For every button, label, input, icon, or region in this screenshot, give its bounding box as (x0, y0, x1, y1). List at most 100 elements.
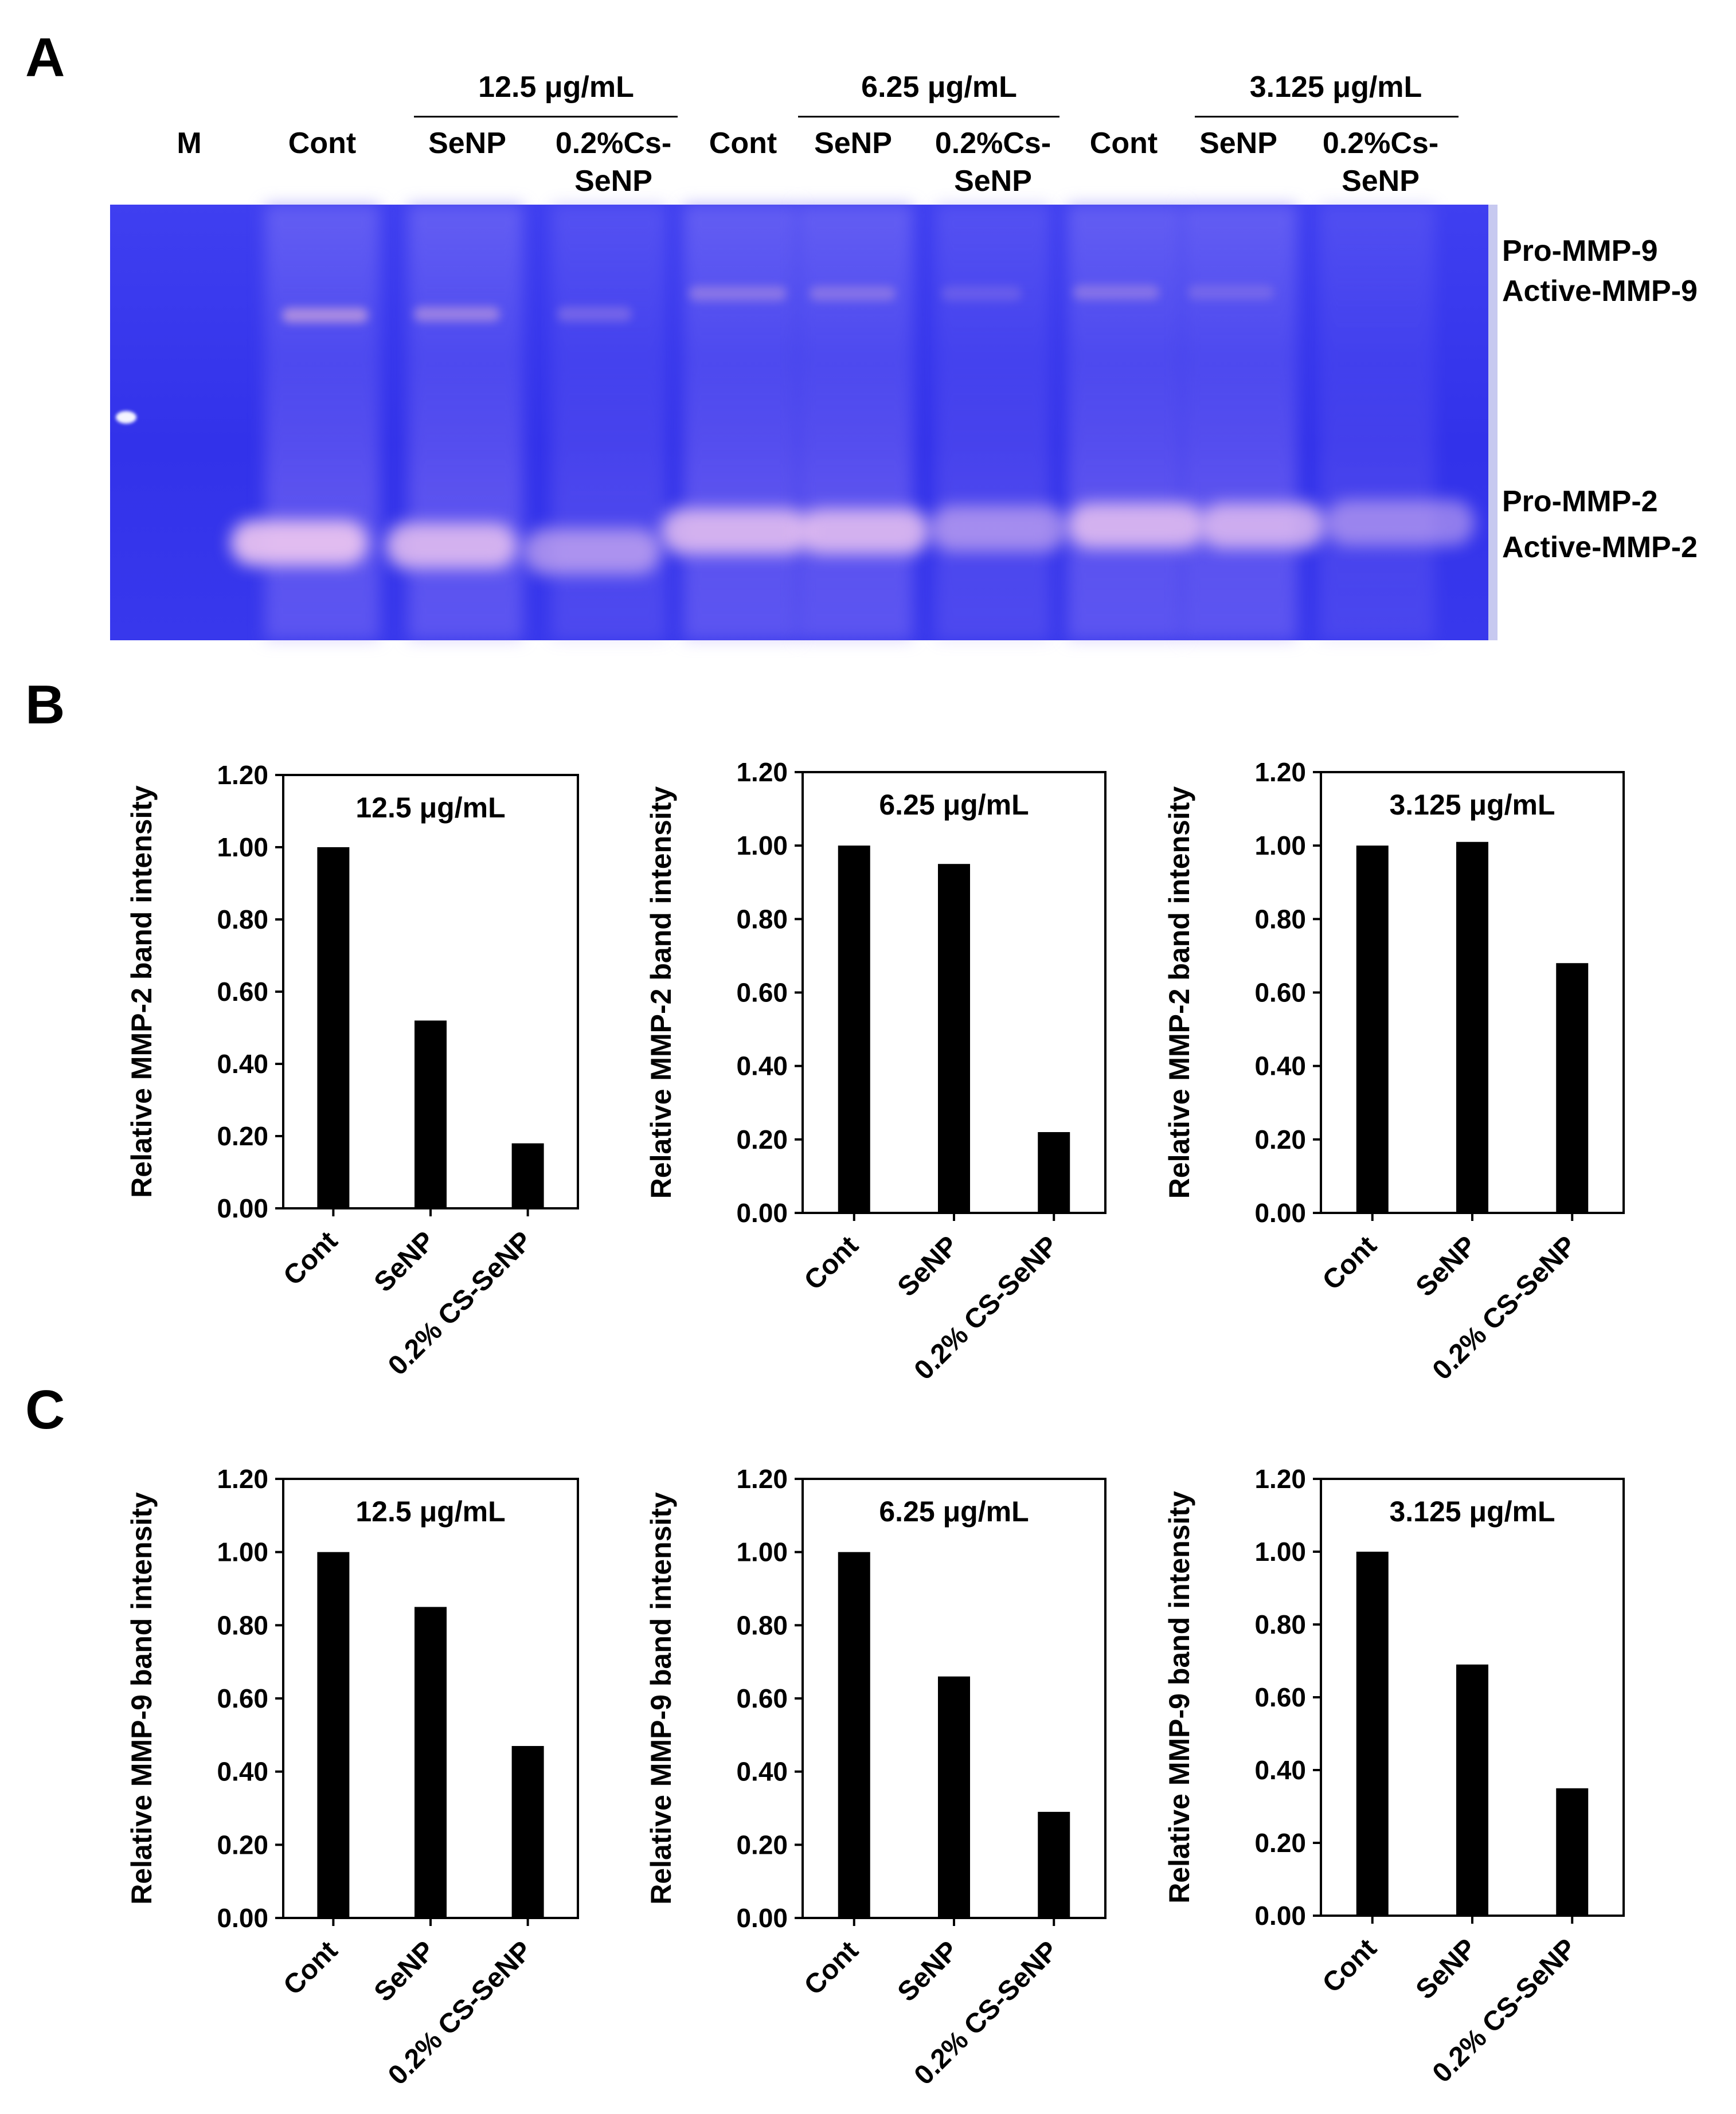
gel-band-mmp2 (1068, 503, 1205, 549)
panel-label-b: B (25, 674, 65, 735)
y-tick-label: 0.20 (736, 1830, 788, 1859)
y-tick-label: 0.00 (1254, 1198, 1306, 1228)
y-tick-label: 0.60 (736, 1684, 788, 1713)
y-tick-label: 0.60 (217, 977, 268, 1007)
x-tick-label: SeNP (892, 1935, 964, 2007)
y-tick-label: 0.00 (736, 1903, 788, 1933)
bar-cont (317, 1552, 350, 1918)
gel-lane (265, 205, 380, 640)
y-tick-label: 1.00 (1254, 831, 1306, 860)
gel-band-mmp9 (941, 286, 1022, 301)
y-tick-label: 0.00 (217, 1903, 268, 1933)
y-tick-label: 0.20 (217, 1830, 268, 1859)
bar-senp (938, 864, 970, 1213)
chart-title: 3.125 μg/mL (1389, 1496, 1555, 1528)
y-tick-label: 0.80 (217, 1610, 268, 1640)
y-tick-label: 0.40 (1254, 1755, 1306, 1785)
x-tick-label: SeNP (892, 1230, 964, 1302)
lane-label-senp: SeNP (814, 127, 892, 160)
y-tick-label: 0.00 (1254, 1901, 1306, 1931)
panel-label-c: C (25, 1379, 65, 1440)
y-tick-label: 0.40 (1254, 1051, 1306, 1081)
gel-artifact-spot (116, 411, 136, 424)
bar-senp (1456, 1664, 1488, 1916)
y-tick-label: 0.80 (736, 1610, 788, 1640)
bar-senp (1456, 841, 1488, 1213)
bar-senp (415, 1020, 447, 1208)
lane-label-cont: Cont (1089, 127, 1158, 160)
lane-label-cs-line1: 0.2%Cs- (555, 127, 672, 160)
y-tick-label: 1.20 (1254, 757, 1306, 787)
x-tick-label: Cont (1317, 1933, 1383, 1999)
x-tick-label: SeNP (369, 1226, 441, 1298)
gel-band-mmp2 (230, 520, 368, 566)
band-label-active-mmp2: Active-MMP-2 (1502, 531, 1698, 564)
x-tick-label: SeNP (1410, 1230, 1483, 1302)
x-tick-label: Cont (799, 1230, 865, 1296)
gel-band-mmp2 (385, 523, 517, 569)
zymography-gel-image (110, 205, 1498, 640)
y-tick-label: 0.80 (736, 904, 788, 934)
band-label-active-mmp9: Active-MMP-9 (1502, 275, 1698, 308)
x-tick-label: SeNP (369, 1935, 441, 2007)
x-tick-label: Cont (277, 1226, 343, 1291)
bar-0-2-cs-senp (1038, 1811, 1070, 1918)
y-tick-label: 1.20 (736, 757, 788, 787)
gel-band-mmp2 (1326, 500, 1475, 546)
lane-label-marker: M (177, 127, 202, 160)
y-tick-label: 0.20 (217, 1121, 268, 1151)
gel-band-mmp9 (557, 307, 632, 322)
gel-band-mmp2 (930, 506, 1068, 551)
gel-lane (1320, 205, 1434, 640)
y-axis-label: Relative MMP-9 band intensity (126, 1492, 158, 1905)
gel-lane (936, 205, 1050, 640)
gel-band-mmp2 (798, 508, 930, 554)
band-label-pro-mmp9: Pro-MMP-9 (1502, 234, 1658, 268)
y-axis-label: Relative MMP-2 band intensity (645, 786, 677, 1199)
lane-label-cs-line2: SeNP (1342, 165, 1420, 198)
y-tick-label: 0.20 (736, 1125, 788, 1154)
y-tick-label: 0.40 (217, 1757, 268, 1787)
lane-label-cont: Cont (709, 127, 777, 160)
gel-band-mmp2 (1199, 503, 1326, 549)
lane-label-cs-line2: SeNP (954, 165, 1032, 198)
lane-label-cs-line1: 0.2%Cs- (1322, 127, 1439, 160)
conc-header-12-5: 12.5 μg/mL (478, 71, 634, 104)
lane-label-cs-line1: 0.2%Cs- (935, 127, 1051, 160)
y-tick-label: 0.20 (1254, 1828, 1306, 1858)
bar-senp (938, 1676, 970, 1918)
y-tick-label: 0.60 (736, 978, 788, 1008)
chart-title: 3.125 μg/mL (1389, 789, 1555, 821)
conc-underline-6-25 (798, 116, 1059, 118)
lane-label-senp: SeNP (1199, 127, 1277, 160)
x-tick-label: SeNP (1410, 1933, 1483, 2005)
bar-cont (317, 847, 350, 1208)
y-tick-label: 0.60 (1254, 1682, 1306, 1712)
bar-0-2-cs-senp (1038, 1132, 1070, 1213)
y-tick-label: 0.80 (1254, 1610, 1306, 1639)
gel-band-mmp9 (282, 308, 368, 323)
y-tick-label: 1.20 (736, 1464, 788, 1494)
bar-cont (838, 1552, 870, 1918)
y-tick-label: 0.80 (217, 905, 268, 934)
y-tick-label: 1.20 (217, 760, 268, 790)
gel-band-mmp2 (523, 528, 660, 574)
y-tick-label: 0.00 (736, 1198, 788, 1228)
y-tick-label: 0.40 (217, 1049, 268, 1079)
y-tick-label: 1.00 (736, 1537, 788, 1567)
y-tick-label: 0.80 (1254, 904, 1306, 934)
lane-label-cs-line2: SeNP (574, 165, 652, 198)
bar-0-2-cs-senp (511, 1143, 544, 1208)
bar-cont (1356, 845, 1389, 1213)
x-tick-label: Cont (1317, 1230, 1383, 1296)
bar-cont (1356, 1552, 1389, 1916)
band-label-pro-mmp2: Pro-MMP-2 (1502, 485, 1658, 518)
y-tick-label: 0.60 (217, 1684, 268, 1713)
gel-band-mmp9 (810, 286, 896, 301)
y-tick-label: 1.00 (736, 831, 788, 860)
y-tick-label: 0.40 (736, 1757, 788, 1787)
gel-band-mmp9 (1188, 285, 1274, 300)
conc-underline-12-5 (414, 116, 678, 118)
bar-senp (415, 1607, 447, 1918)
y-tick-label: 1.00 (217, 832, 268, 862)
